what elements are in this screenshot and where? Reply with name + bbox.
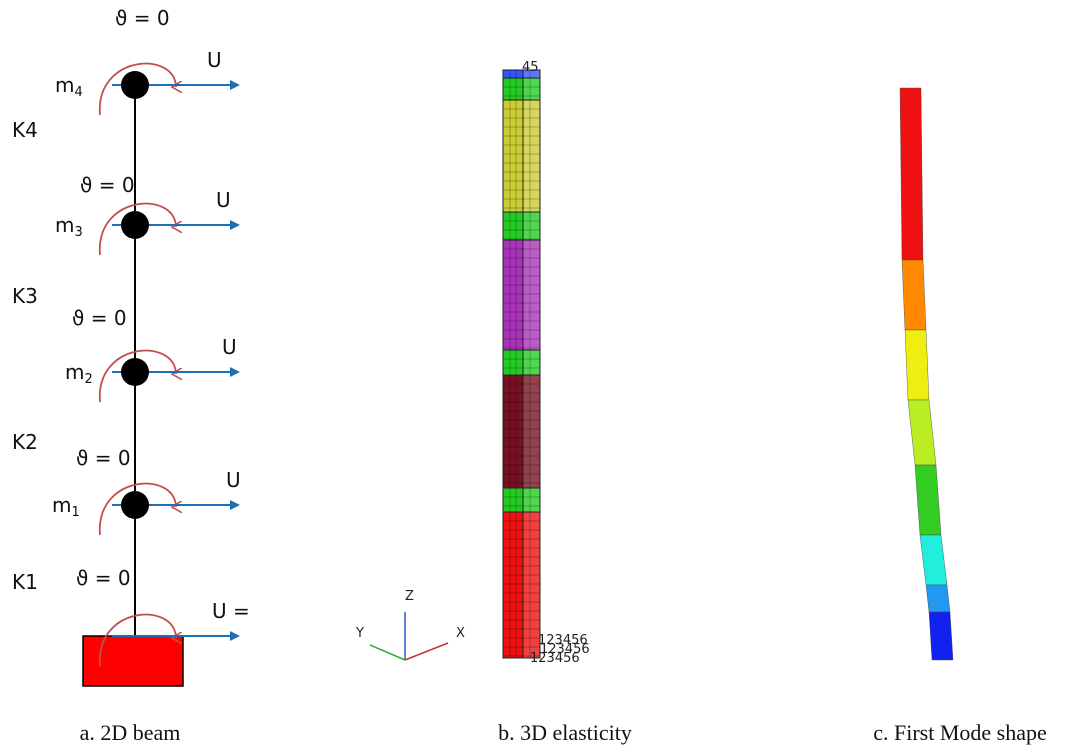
column-face — [503, 375, 523, 488]
theta-label: ϑ = 0 — [115, 6, 170, 30]
column-face — [503, 488, 523, 512]
node-label: 123456 — [530, 651, 580, 666]
theta-label: ϑ = 0 — [80, 173, 135, 197]
mass-label: m2 — [65, 360, 93, 387]
mass — [121, 358, 149, 386]
mode-segment — [920, 535, 947, 585]
column-side — [523, 100, 540, 212]
mass — [121, 491, 149, 519]
u-label: U — [216, 188, 231, 212]
column-side — [523, 212, 540, 240]
spring-label: K4 — [12, 118, 38, 142]
theta-label: ϑ = 0 — [76, 446, 131, 470]
axis-label: Y — [355, 626, 364, 641]
mass-subscript: 3 — [74, 225, 82, 240]
figure: ϑ = 0Um4ϑ = 0Um3ϑ = 0Um2ϑ = 0Um1K4K3K2K1… — [0, 0, 1072, 746]
axis-label: Z — [405, 589, 414, 604]
spring-label: K3 — [12, 284, 38, 308]
u-label: U — [226, 468, 241, 492]
axis-y — [370, 645, 405, 660]
theta-label: ϑ = 0 — [72, 306, 127, 330]
u-label: U — [207, 48, 222, 72]
spring-label: K1 — [12, 570, 38, 594]
mode-segment — [929, 612, 953, 660]
axis-x — [405, 643, 448, 660]
mode-segment — [908, 400, 936, 465]
column-face — [503, 212, 523, 240]
mass-subscript: 1 — [71, 505, 79, 520]
column-face — [503, 350, 523, 375]
mass — [121, 71, 149, 99]
mass-letter: m — [55, 213, 74, 237]
column-side — [523, 240, 540, 350]
mode-segment — [900, 88, 923, 260]
mode-segment — [902, 260, 926, 330]
column-face — [503, 100, 523, 212]
caption: a. 2D beam — [80, 720, 181, 745]
column-face — [503, 240, 523, 350]
node-label: 45 — [522, 60, 539, 75]
theta-label: ϑ = 0 — [76, 566, 131, 590]
u-label: U = — [212, 599, 250, 623]
mass-label: m1 — [52, 493, 80, 520]
mode-segment — [915, 465, 941, 535]
column-side — [523, 488, 540, 512]
column-side — [523, 375, 540, 488]
column-face — [503, 78, 523, 100]
mass-label: m4 — [55, 73, 83, 100]
u-label: U — [222, 335, 237, 359]
mass-subscript: 4 — [74, 85, 82, 100]
mass-letter: m — [52, 493, 71, 517]
mass-letter: m — [55, 73, 74, 97]
panel-mode-shape — [900, 88, 953, 660]
base-block — [83, 636, 183, 686]
mass-letter: m — [65, 360, 84, 384]
mode-segment — [926, 585, 950, 612]
spring-label: K2 — [12, 430, 38, 454]
mass — [121, 211, 149, 239]
mass-subscript: 2 — [84, 372, 92, 387]
column-face — [503, 70, 523, 78]
caption: c. First Mode shape — [873, 720, 1047, 745]
caption: b. 3D elasticity — [498, 720, 632, 745]
column-face — [503, 512, 523, 658]
axis-label: X — [456, 626, 465, 641]
mode-segment — [905, 330, 929, 400]
column-side — [523, 78, 540, 100]
mass-label: m3 — [55, 213, 83, 240]
column-side — [523, 350, 540, 375]
